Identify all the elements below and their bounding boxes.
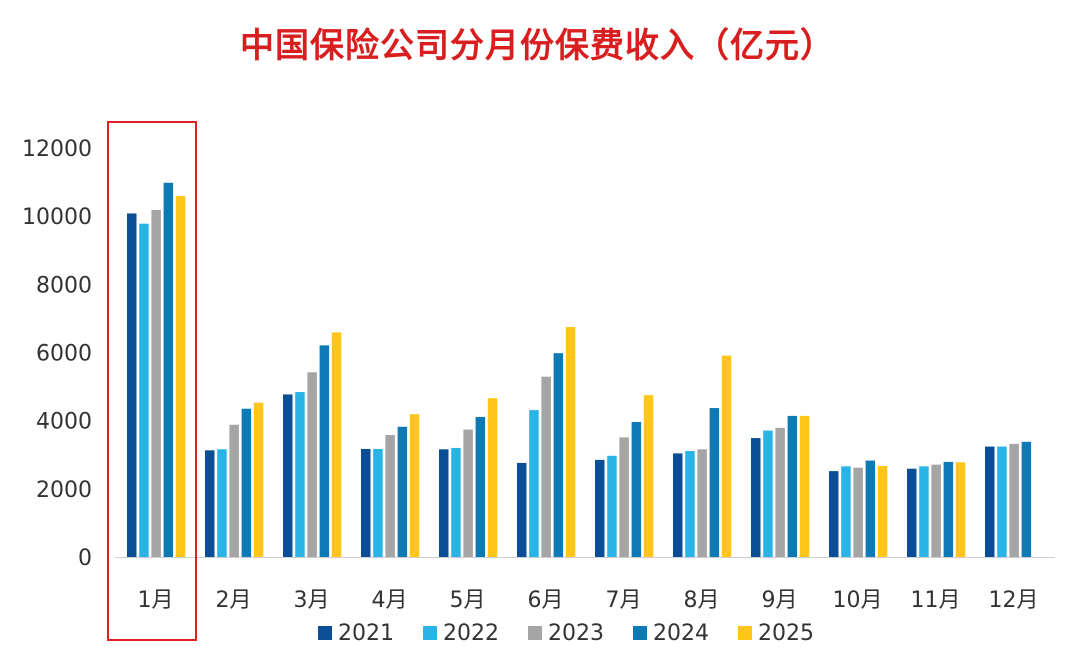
bar-2021-10 xyxy=(829,471,839,557)
y-tick-label: 8000 xyxy=(36,273,92,298)
bar-2022-7 xyxy=(607,455,617,557)
bar-2024-5 xyxy=(475,416,486,557)
bar-2024-10 xyxy=(865,460,876,557)
bar-2024-1 xyxy=(163,182,174,557)
legend-label-2024: 2024 xyxy=(653,621,709,646)
bar-2023-9 xyxy=(775,427,785,557)
bar-2022-2 xyxy=(217,449,227,557)
bar-2024-6 xyxy=(553,353,564,557)
y-tick-label: 10000 xyxy=(22,205,92,230)
legend-swatch-2023 xyxy=(528,626,542,640)
bar-2021-5 xyxy=(439,449,449,557)
bar-2023-11 xyxy=(931,464,941,557)
chart-title: 中国保险公司分月份保费收入（亿元） xyxy=(240,26,835,66)
bar-2024-2 xyxy=(241,408,252,557)
bar-2021-3 xyxy=(283,394,293,557)
bar-2022-5 xyxy=(451,447,461,557)
y-tick-label: 2000 xyxy=(36,478,92,503)
bar-2024-7 xyxy=(631,422,642,557)
bar-2023-7 xyxy=(619,437,629,557)
bar-2025-3 xyxy=(331,332,342,557)
bar-2022-1 xyxy=(139,223,149,558)
x-tick-label: 11月 xyxy=(911,588,961,613)
highlight-box xyxy=(107,121,197,641)
bar-2024-9 xyxy=(787,415,798,557)
bar-series xyxy=(127,182,1032,558)
bar-2022-12 xyxy=(997,446,1007,557)
bar-2025-9 xyxy=(799,415,810,557)
bar-2021-2 xyxy=(205,450,215,557)
x-tick-label: 8月 xyxy=(684,588,720,613)
legend-swatch-2025 xyxy=(738,626,752,640)
bar-2022-8 xyxy=(685,451,695,557)
bar-2022-9 xyxy=(763,430,773,557)
bar-2021-11 xyxy=(907,468,917,557)
bar-2022-4 xyxy=(373,448,383,557)
legend-swatch-2022 xyxy=(423,626,437,640)
bar-2025-11 xyxy=(955,462,966,557)
bar-2025-1 xyxy=(175,196,186,557)
y-tick-label: 4000 xyxy=(36,410,92,435)
x-tick-label: 3月 xyxy=(294,588,330,613)
legend-swatch-2024 xyxy=(633,626,647,640)
bar-2022-3 xyxy=(295,392,305,557)
bar-2023-10 xyxy=(853,467,863,557)
x-tick-label: 4月 xyxy=(372,588,408,613)
bar-2021-1 xyxy=(127,213,137,557)
y-axis: 0 2000 4000 6000 8000 10000 12000 xyxy=(22,137,92,571)
x-tick-label: 12月 xyxy=(989,588,1039,613)
bar-2025-5 xyxy=(487,398,498,557)
bar-2023-1 xyxy=(151,210,161,557)
x-tick-label: 10月 xyxy=(833,588,883,613)
bar-2021-9 xyxy=(751,438,761,557)
x-tick-label: 2月 xyxy=(216,588,252,613)
bar-2024-4 xyxy=(397,426,408,557)
bar-2024-11 xyxy=(943,461,954,557)
x-tick-label: 7月 xyxy=(606,588,642,613)
y-tick-label: 0 xyxy=(78,546,92,571)
highlight-rect xyxy=(107,121,197,641)
bar-2023-8 xyxy=(697,449,707,557)
bar-2023-5 xyxy=(463,429,473,557)
x-tick-label: 6月 xyxy=(528,588,564,613)
legend-label-2022: 2022 xyxy=(443,621,499,646)
bar-2024-8 xyxy=(709,408,720,557)
x-tick-label: 9月 xyxy=(762,588,798,613)
bar-2022-11 xyxy=(919,466,929,557)
bar-2025-4 xyxy=(409,414,420,557)
legend: 2021 2022 2023 2024 2025 xyxy=(318,621,814,646)
bar-2023-6 xyxy=(541,376,551,557)
legend-swatch-2021 xyxy=(318,626,332,640)
bar-2025-7 xyxy=(643,395,654,557)
bar-2025-8 xyxy=(721,355,732,557)
bar-2021-7 xyxy=(595,459,605,557)
bar-2021-4 xyxy=(361,448,371,557)
bar-2023-2 xyxy=(229,424,239,557)
x-axis: 1月 2月 3月 4月 5月 6月 7月 8月 9月 10月 11月 12月 xyxy=(115,557,1055,613)
legend-label-2023: 2023 xyxy=(548,621,604,646)
bar-2025-10 xyxy=(877,465,888,557)
x-tick-label: 1月 xyxy=(138,588,174,613)
bar-2024-12 xyxy=(1021,441,1032,557)
y-tick-label: 6000 xyxy=(36,342,92,367)
legend-label-2021: 2021 xyxy=(338,621,394,646)
y-tick-label: 12000 xyxy=(22,137,92,162)
bar-2021-6 xyxy=(517,462,527,557)
bar-2022-10 xyxy=(841,466,851,557)
bar-2025-2 xyxy=(253,402,264,557)
bar-2022-6 xyxy=(529,410,539,557)
bar-2023-3 xyxy=(307,372,317,557)
bar-2023-4 xyxy=(385,434,395,557)
bar-2021-8 xyxy=(673,453,683,557)
x-tick-label: 5月 xyxy=(450,588,486,613)
bar-2023-12 xyxy=(1009,443,1019,557)
bar-2024-3 xyxy=(319,345,330,557)
bar-2021-12 xyxy=(985,446,995,557)
legend-label-2025: 2025 xyxy=(758,621,814,646)
bar-2025-6 xyxy=(565,326,576,557)
